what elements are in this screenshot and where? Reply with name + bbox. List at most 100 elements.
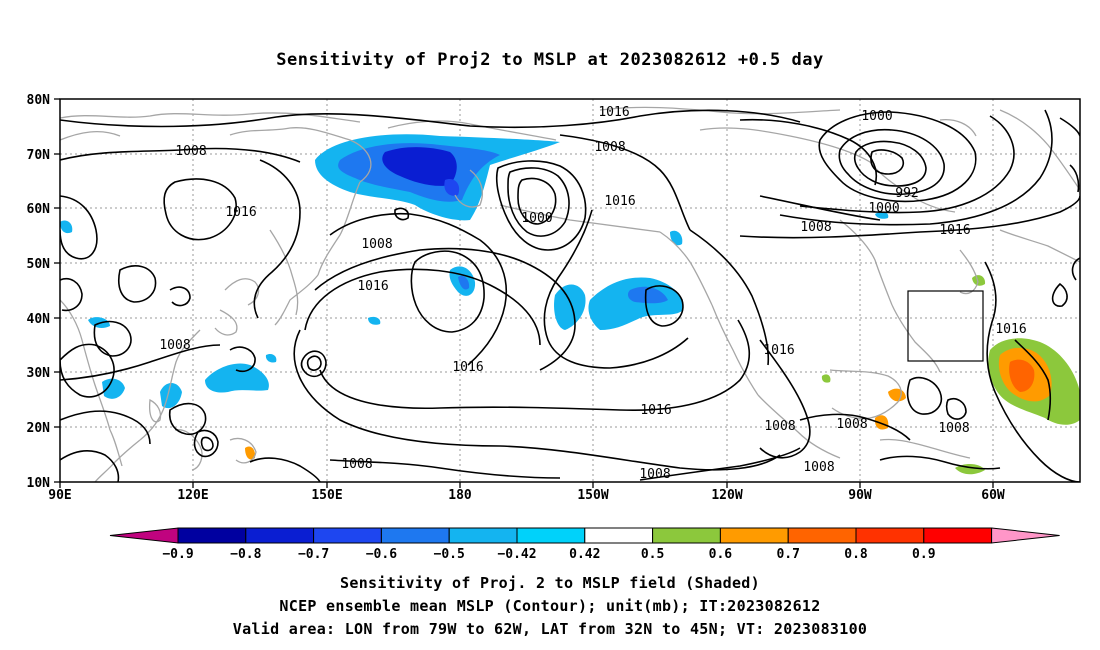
contour-label: 1016 [452,360,483,375]
contour-label: 1008 [361,237,392,252]
contour-label: 1008 [159,338,190,353]
contour-label: 1008 [341,457,372,472]
contour-label: 1008 [594,140,625,155]
map-panel [60,99,1080,482]
shade-gulf-b [588,277,684,330]
lon-tick-label: 90W [848,488,872,503]
shade-gulf-b2 [627,286,668,304]
colorbar-labels: −0.9 −0.8 −0.7 −0.6 −0.5 −0.42 0.42 0.5 0.6 0.7 0.… [162,547,935,562]
contour-label: 1008 [803,460,834,475]
colorbar-label: 0.5 [641,547,664,562]
contour-label: 1000 [868,201,899,216]
contour-label: 1008 [836,417,867,432]
colorbar-segment [177,527,247,544]
lon-tick-label: 150W [577,488,608,503]
colorbar-label: −0.9 [162,547,193,562]
shade-newf [972,275,986,286]
contour-label: 1016 [604,194,635,209]
contour-label: 1008 [639,467,670,482]
lon-tick-label: 60W [981,488,1005,503]
shade-bering-core2 [444,179,460,196]
colorbar-segment [380,527,450,544]
shade-bering-core [382,147,457,186]
colorbar-segment [719,527,789,544]
colorbar-segment [991,527,1060,544]
contour-label: 1000 [861,109,892,124]
map-frame [59,98,1081,483]
contour-label: 1016 [225,205,256,220]
shade-gulf-a [554,284,586,330]
shade-mex-green [821,374,831,383]
contour-label: 1016 [640,403,671,418]
shade-scs-a [102,378,125,399]
colorbar-segment [584,527,654,544]
lon-tick-label: 90E [48,488,71,503]
colorbar-label: −0.7 [298,547,329,562]
contour-label: 1016 [763,343,794,358]
contour-labels: 1016 1008 1016 1008 1000 1016 1000 992 1… [159,105,1026,482]
colorbar-label: −0.6 [366,547,397,562]
lat-tick-label: 80N [27,93,51,108]
shade-atl-red [1009,359,1035,392]
lat-tick-label: 60N [27,202,51,217]
colorbar-segment [109,527,179,544]
colorbar-segment [245,527,315,544]
lon-tick-label: 120W [711,488,742,503]
colorbar-label: −0.8 [230,547,261,562]
lat-tick-label: 10N [27,476,51,491]
contour-label: 1016 [357,279,388,294]
contour-label: 1016 [598,105,629,120]
lat-tick-label: 40N [27,312,51,327]
colorbar-segment [652,527,721,544]
shade-gulf-green [874,415,889,430]
colorbar-label: 0.8 [844,547,868,562]
chart-title: Sensitivity of Proj2 to MSLP at 20230826… [276,50,824,70]
colorbar-label: 0.9 [912,547,935,562]
shading-positive [245,275,1080,475]
contour-label: 1016 [939,223,970,238]
shade-aleut-small [368,316,381,325]
contour-label: 1008 [800,220,831,235]
gridlines [60,99,1080,482]
lon-tick-label: 120E [177,488,208,503]
colorbar-segment [516,527,586,544]
caption-line-2: NCEP ensemble mean MSLP (Contour); unit(… [279,597,821,615]
caption-line-1: Sensitivity of Proj. 2 to MSLP field (Sh… [340,574,760,592]
caption-line-3: Valid area: LON from 79W to 62W, LAT fro… [232,620,868,638]
colorbar-segment [787,527,857,544]
colorbar-label: 0.6 [709,547,733,562]
colorbar-label: 0.7 [776,547,799,562]
colorbar-label: −0.5 [434,547,465,562]
shade-hudson [875,211,889,219]
lon-tick-label: 180 [448,488,472,503]
colorbar-segment [448,527,518,544]
colorbar-label: −0.42 [497,547,536,562]
shading-negative [60,134,889,409]
shade-west-a [60,220,73,234]
colorbar [109,527,1060,544]
contour-label: 992 [895,186,918,201]
contour-label: 1008 [938,421,969,436]
colorbar-segment [313,527,382,544]
lat-tick-label: 50N [27,257,51,272]
contour-label: 1008 [764,419,795,434]
shade-wpac-b [265,353,277,363]
coastlines [60,106,1080,482]
tick-marks [54,98,994,488]
contour-label: 1000 [521,211,552,226]
lat-labels: 80N 70N 60N 50N 40N 30N 20N 10N [27,93,51,491]
contour-label: 1008 [175,144,206,159]
valid-area-box [907,290,984,362]
colorbar-label: 0.42 [569,547,600,562]
shade-wpac-a [205,363,269,393]
lon-labels: 90E 120E 150E 180 150W 120W 90W 60W [48,488,1005,503]
lat-tick-label: 30N [27,366,51,381]
colorbar-segment [855,527,925,544]
colorbar-segment [923,527,993,544]
lon-tick-label: 150E [311,488,342,503]
lat-tick-label: 70N [27,148,51,163]
contour-label: 1016 [995,322,1026,337]
shade-northpac-a2 [458,275,470,290]
shade-pac-small [245,446,256,460]
